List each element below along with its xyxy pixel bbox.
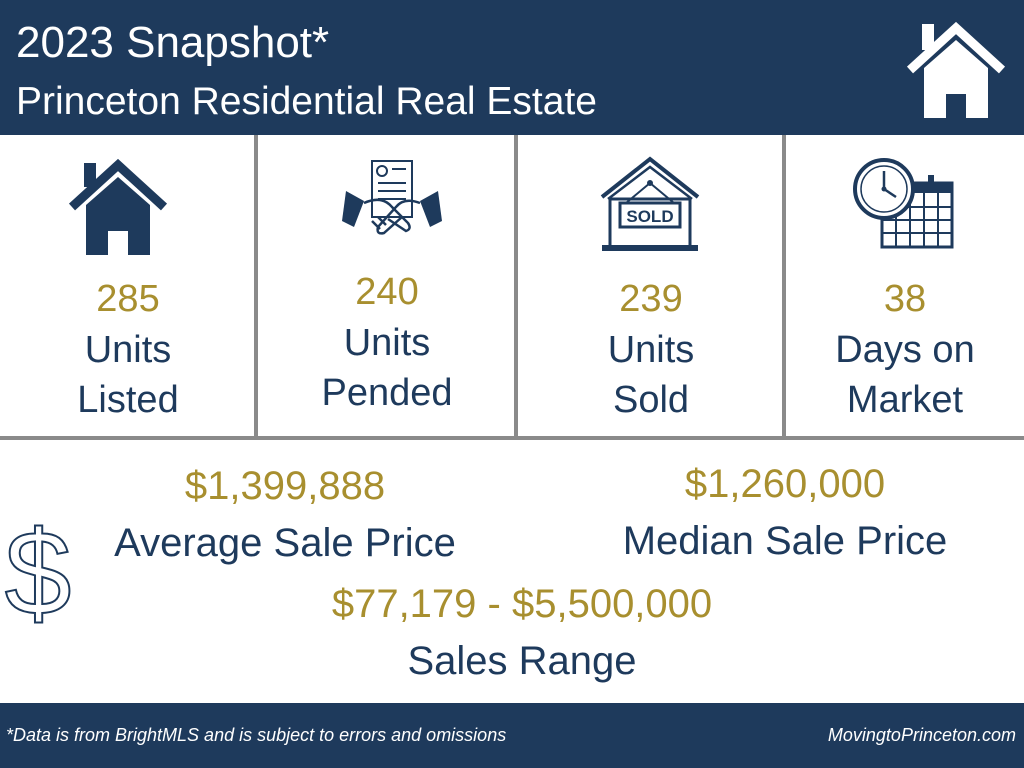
stat-label-line1: Days on [835,329,975,371]
stat-label-line2: Listed [77,379,179,421]
stat-units-sold: SOLD 239 Units Sold [518,135,784,438]
house-icon [68,158,168,255]
stat-days-on-market: 38 Days on Market [786,135,1024,438]
divider-vertical [782,135,786,438]
footer-disclaimer: *Data is from BrightMLS and is subject t… [6,725,507,745]
footer-website: MovingtoPrinceton.com [827,725,1016,745]
average-sale-price-label: Average Sale Price [114,521,456,565]
stat-label-line2: Pended [321,372,453,414]
stats-row: 285 Units Listed 240 Units Pended [0,135,1024,438]
stat-units-listed: 285 Units Listed [0,135,256,438]
divider-vertical [514,135,518,438]
handshake-contract-icon [342,160,442,235]
stat-units-pended: 240 Units Pended [258,135,516,438]
sold-sign-text: SOLD [626,207,673,226]
sales-range-value: $77,179 - $5,500,000 [331,582,713,626]
header-banner: 2023 Snapshot* Princeton Residential Rea… [0,0,1024,135]
divider-vertical [254,135,258,438]
stat-value: 38 [883,278,927,320]
stat-label-line1: Units [84,329,172,371]
house-icon [906,21,1006,118]
page-subtitle: Princeton Residential Real Estate [16,80,597,123]
clock-calendar-icon [853,158,954,249]
sold-sign-house-icon: SOLD [600,156,700,251]
stat-value: 239 [619,278,683,320]
stat-label-line2: Market [846,379,964,421]
median-sale-price-label: Median Sale Price [622,519,948,563]
stat-value: 240 [355,271,419,313]
stat-label-line2: Sold [612,379,690,421]
average-sale-price-value: $1,399,888 [184,464,386,508]
stat-label-line1: Units [607,329,695,371]
median-sale-price-value: $1,260,000 [684,462,886,506]
divider-horizontal [0,436,1024,440]
svg-text:$: $ [5,510,72,634]
dollar-sign-icon: $ [4,510,73,634]
stat-label-line1: Units [343,322,431,364]
stat-value: 285 [96,278,160,320]
page-title: 2023 Snapshot* [16,18,330,67]
footer-banner: *Data is from BrightMLS and is subject t… [0,703,1024,768]
sales-range-label: Sales Range [407,639,637,683]
